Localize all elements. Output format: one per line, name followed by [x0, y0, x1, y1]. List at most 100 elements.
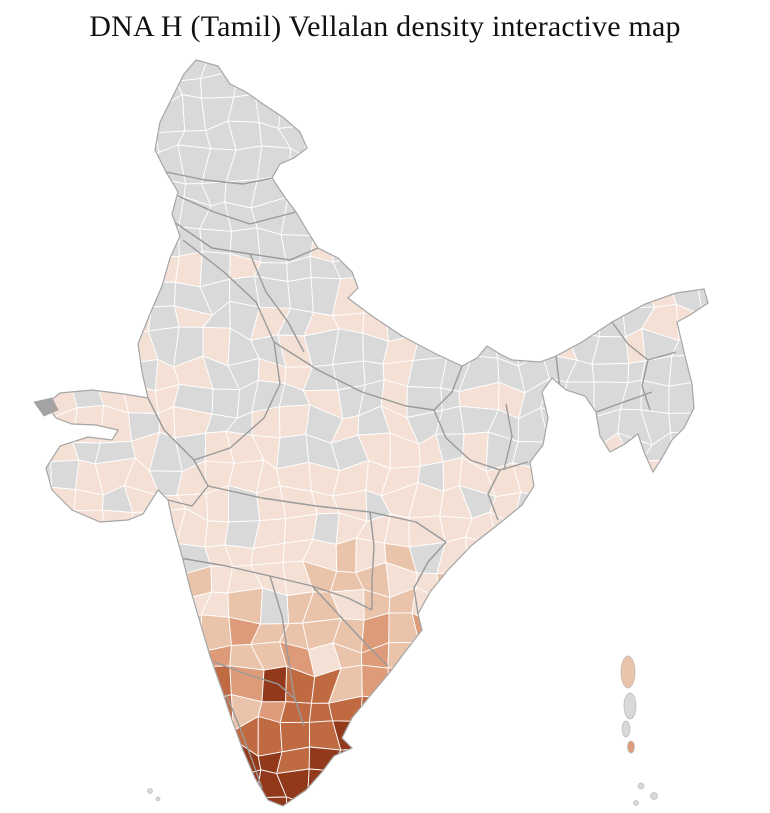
- district[interactable]: [511, 118, 551, 157]
- district[interactable]: [694, 328, 733, 365]
- district[interactable]: [517, 566, 552, 599]
- district[interactable]: [440, 305, 467, 333]
- district[interactable]: [334, 803, 369, 813]
- district[interactable]: [617, 149, 647, 181]
- district[interactable]: [514, 619, 545, 649]
- district[interactable]: [360, 202, 392, 234]
- district[interactable]: [278, 404, 311, 439]
- district[interactable]: [510, 176, 546, 206]
- district[interactable]: [564, 513, 601, 546]
- district[interactable]: [458, 170, 487, 200]
- district[interactable]: [261, 665, 288, 703]
- district[interactable]: [21, 621, 57, 651]
- district[interactable]: [698, 616, 732, 652]
- district[interactable]: [562, 562, 595, 601]
- district[interactable]: [698, 755, 730, 784]
- district[interactable]: [103, 119, 135, 154]
- district[interactable]: [541, 802, 573, 813]
- district[interactable]: [563, 722, 601, 754]
- district[interactable]: [598, 303, 627, 338]
- district[interactable]: [643, 649, 677, 672]
- district[interactable]: [493, 612, 516, 649]
- district[interactable]: [202, 742, 240, 784]
- district[interactable]: [175, 773, 213, 808]
- district[interactable]: [458, 43, 488, 76]
- district[interactable]: [460, 331, 499, 359]
- district[interactable]: [279, 701, 312, 723]
- district[interactable]: [47, 775, 79, 807]
- district[interactable]: [251, 406, 281, 439]
- district[interactable]: [439, 198, 464, 235]
- district[interactable]: [641, 592, 671, 622]
- district[interactable]: [445, 93, 474, 130]
- district[interactable]: [472, 118, 498, 153]
- district[interactable]: [643, 670, 674, 703]
- district[interactable]: [46, 597, 84, 628]
- district[interactable]: [436, 572, 469, 599]
- district[interactable]: [589, 276, 623, 309]
- district[interactable]: [329, 121, 369, 154]
- district[interactable]: [96, 357, 136, 387]
- district[interactable]: [484, 151, 513, 184]
- district[interactable]: [510, 73, 552, 106]
- district[interactable]: [666, 209, 695, 235]
- district[interactable]: [20, 204, 54, 236]
- district[interactable]: [546, 66, 576, 104]
- district[interactable]: [22, 128, 57, 159]
- district[interactable]: [642, 126, 668, 155]
- district[interactable]: [677, 229, 706, 262]
- district[interactable]: [25, 274, 50, 302]
- district[interactable]: [306, 96, 340, 126]
- district[interactable]: [642, 228, 682, 262]
- district[interactable]: [17, 45, 53, 76]
- district[interactable]: [511, 249, 550, 286]
- district[interactable]: [383, 41, 421, 80]
- district[interactable]: [541, 47, 576, 79]
- district[interactable]: [568, 197, 600, 238]
- district[interactable]: [698, 768, 732, 801]
- district[interactable]: [589, 802, 625, 813]
- district[interactable]: [24, 255, 50, 277]
- district[interactable]: [543, 644, 573, 668]
- andaman-island[interactable]: [621, 720, 631, 738]
- district[interactable]: [512, 199, 548, 232]
- district[interactable]: [541, 616, 578, 649]
- district[interactable]: [338, 173, 370, 206]
- district[interactable]: [54, 128, 82, 159]
- district[interactable]: [666, 145, 702, 186]
- district[interactable]: [46, 407, 78, 446]
- district[interactable]: [643, 180, 676, 212]
- district[interactable]: [257, 716, 283, 757]
- district[interactable]: [55, 327, 79, 366]
- district[interactable]: [623, 565, 647, 594]
- district[interactable]: [122, 570, 148, 602]
- district[interactable]: [150, 638, 179, 677]
- district[interactable]: [620, 458, 652, 497]
- district[interactable]: [698, 797, 732, 813]
- district[interactable]: [669, 616, 703, 652]
- district[interactable]: [619, 514, 655, 542]
- district[interactable]: [22, 544, 55, 574]
- district[interactable]: [536, 249, 568, 289]
- district[interactable]: [646, 727, 681, 751]
- district[interactable]: [545, 493, 576, 518]
- district[interactable]: [122, 543, 148, 576]
- district[interactable]: [368, 151, 394, 183]
- small-island[interactable]: [637, 782, 645, 790]
- district[interactable]: [485, 197, 521, 235]
- district[interactable]: [645, 694, 674, 729]
- district[interactable]: [146, 599, 185, 618]
- district[interactable]: [360, 181, 394, 206]
- district[interactable]: [96, 328, 136, 364]
- district[interactable]: [387, 667, 417, 700]
- district[interactable]: [698, 511, 729, 543]
- district[interactable]: [69, 93, 107, 129]
- district[interactable]: [564, 489, 600, 521]
- district[interactable]: [617, 173, 647, 211]
- district[interactable]: [517, 536, 548, 574]
- district[interactable]: [386, 126, 418, 159]
- district[interactable]: [175, 742, 213, 784]
- district[interactable]: [465, 94, 498, 128]
- district[interactable]: [390, 690, 412, 729]
- district[interactable]: [470, 742, 496, 774]
